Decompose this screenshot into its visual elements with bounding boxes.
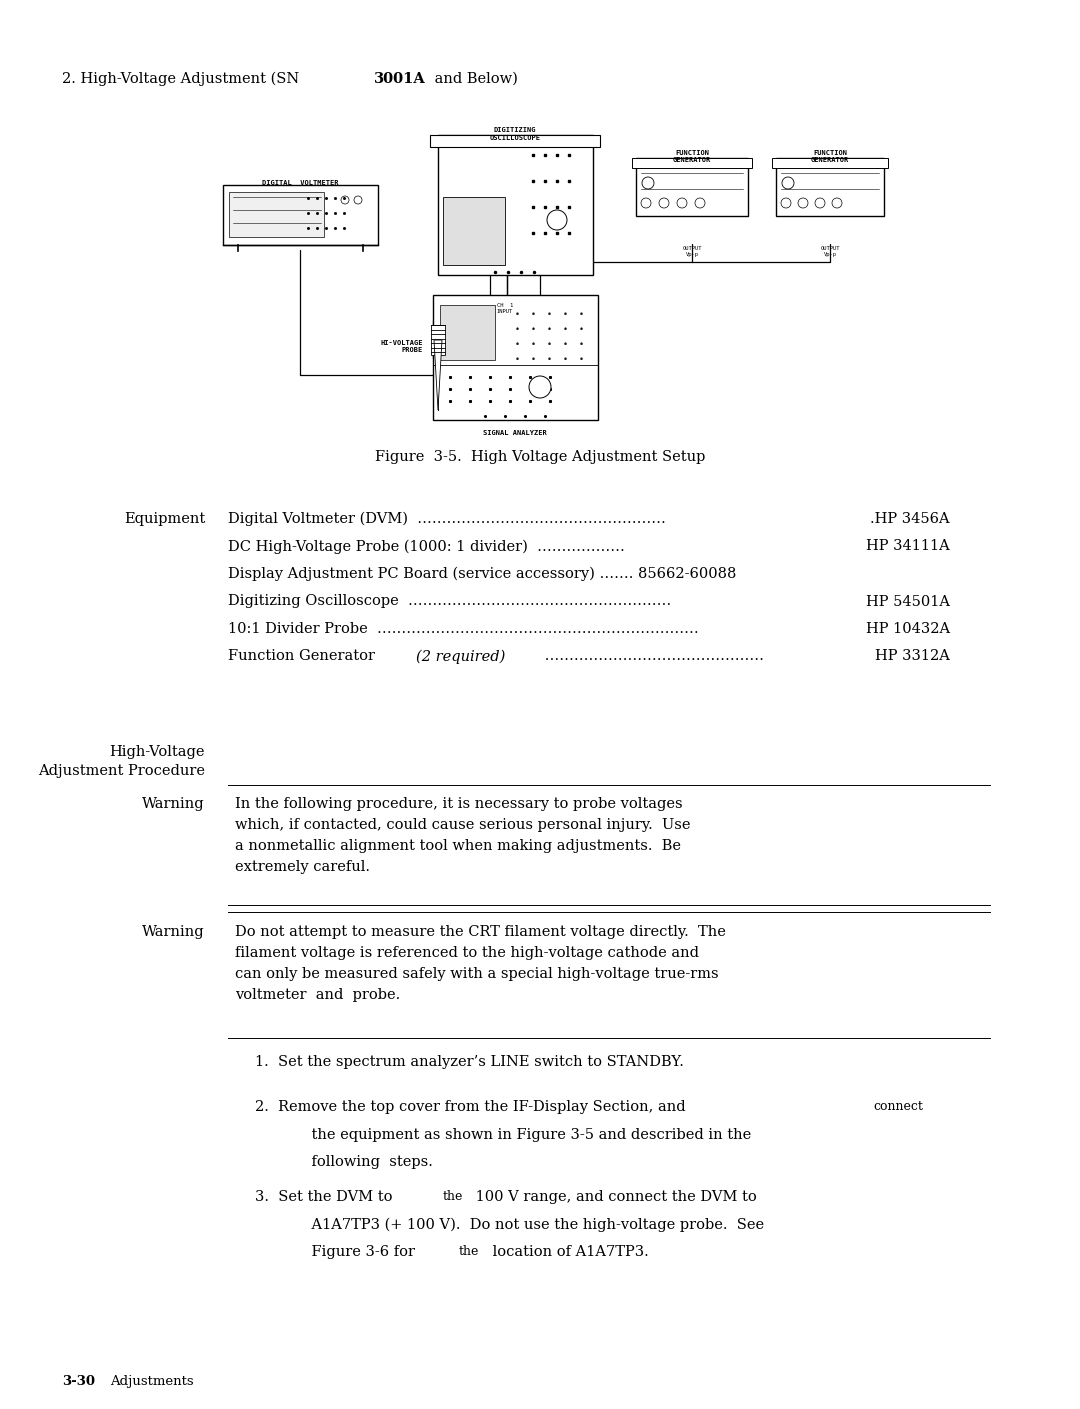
Text: connect: connect <box>873 1100 923 1113</box>
Text: .HP 3456A: .HP 3456A <box>870 511 950 526</box>
Circle shape <box>546 210 567 230</box>
Text: 2.  Remove the top cover from the IF-Display Section, and: 2. Remove the top cover from the IF-Disp… <box>255 1100 690 1115</box>
Text: HP 54501A: HP 54501A <box>866 595 950 609</box>
Text: 3.  Set the DVM to: 3. Set the DVM to <box>255 1191 397 1205</box>
Bar <box>432 294 597 420</box>
Text: ………………………………………: ……………………………………… <box>540 650 764 664</box>
Text: following  steps.: following steps. <box>293 1155 433 1169</box>
Text: Figure  3-5.  High Voltage Adjustment Setup: Figure 3-5. High Voltage Adjustment Setu… <box>375 449 705 464</box>
Text: HI-VOLTAGE
PROBE: HI-VOLTAGE PROBE <box>380 340 423 354</box>
Text: 3-30: 3-30 <box>62 1375 95 1388</box>
Text: Figure 3-6 for: Figure 3-6 for <box>293 1246 420 1260</box>
Bar <box>431 325 445 355</box>
Bar <box>229 192 324 237</box>
Text: 3001A: 3001A <box>374 72 426 86</box>
Bar <box>636 158 748 216</box>
Text: FUNCTION
GENERATOR: FUNCTION GENERATOR <box>811 149 849 163</box>
Text: the: the <box>443 1191 463 1203</box>
Text: SIGNAL ANALYZER: SIGNAL ANALYZER <box>483 430 546 435</box>
Text: CH  1
INPUT: CH 1 INPUT <box>497 303 513 314</box>
Text: the equipment as shown in Figure 3-5 and described in the: the equipment as shown in Figure 3-5 and… <box>293 1127 752 1141</box>
Text: In the following procedure, it is necessary to probe voltages
which, if contacte: In the following procedure, it is necess… <box>235 797 690 875</box>
Text: 2. High-Voltage Adjustment (SN: 2. High-Voltage Adjustment (SN <box>62 72 303 86</box>
Text: Adjustments: Adjustments <box>110 1375 193 1388</box>
Text: Equipment: Equipment <box>124 511 205 526</box>
Bar <box>437 135 593 275</box>
Text: and Below): and Below) <box>430 72 518 86</box>
Text: (2 required): (2 required) <box>416 650 505 664</box>
Text: Function Generator: Function Generator <box>228 650 380 664</box>
Text: OUTPUT
Vp-p: OUTPUT Vp-p <box>683 247 702 258</box>
Text: Digital Voltmeter (DVM)  ……………………………………………: Digital Voltmeter (DVM) …………………………………………… <box>228 511 666 527</box>
Circle shape <box>529 376 551 397</box>
Bar <box>444 197 505 265</box>
Text: Digitizing Oscilloscope  ………………………………………………: Digitizing Oscilloscope …………………………………………… <box>228 595 672 609</box>
Text: 10:1 Divider Probe  …………………………………………………………: 10:1 Divider Probe ………………………………………………………… <box>228 621 699 635</box>
Text: Warning: Warning <box>143 797 205 812</box>
Bar <box>772 158 888 168</box>
Bar <box>430 135 600 147</box>
Text: DIGITAL  VOLTMETER: DIGITAL VOLTMETER <box>261 180 338 186</box>
Text: location of A1A7TP3.: location of A1A7TP3. <box>488 1246 649 1260</box>
Text: FUNCTION
GENERATOR: FUNCTION GENERATOR <box>673 149 711 163</box>
Text: 1.  Set the spectrum analyzer’s LINE switch to STANDBY.: 1. Set the spectrum analyzer’s LINE swit… <box>255 1055 684 1069</box>
Text: the: the <box>459 1246 480 1258</box>
Bar <box>440 304 495 361</box>
Text: High-Voltage
Adjustment Procedure: High-Voltage Adjustment Procedure <box>38 745 205 779</box>
Text: Do not attempt to measure the CRT filament voltage directly.  The
filament volta: Do not attempt to measure the CRT filame… <box>235 924 726 1002</box>
Polygon shape <box>434 340 442 410</box>
Text: Warning: Warning <box>143 924 205 938</box>
Text: HP 10432A: HP 10432A <box>866 621 950 635</box>
Text: Display Adjustment PC Board (service accessory) ……. 85662-60088: Display Adjustment PC Board (service acc… <box>228 566 737 582</box>
Text: 100 V range, and connect the DVM to: 100 V range, and connect the DVM to <box>471 1191 757 1205</box>
Bar <box>777 158 885 216</box>
Text: A1A7TP3 (+ 100 V).  Do not use the high-voltage probe.  See: A1A7TP3 (+ 100 V). Do not use the high-v… <box>293 1217 765 1231</box>
Bar <box>632 158 752 168</box>
Text: DC High-Voltage Probe (1000: 1 divider)  ………………: DC High-Voltage Probe (1000: 1 divider) … <box>228 540 625 554</box>
Text: HP 34111A: HP 34111A <box>866 540 950 554</box>
Text: HP 3312A: HP 3312A <box>875 650 950 664</box>
Text: OUTPUT
Vp-p: OUTPUT Vp-p <box>820 247 840 258</box>
Bar <box>222 185 378 245</box>
Text: DIGITIZING
OSCILLOSCOPE: DIGITIZING OSCILLOSCOPE <box>489 127 540 141</box>
